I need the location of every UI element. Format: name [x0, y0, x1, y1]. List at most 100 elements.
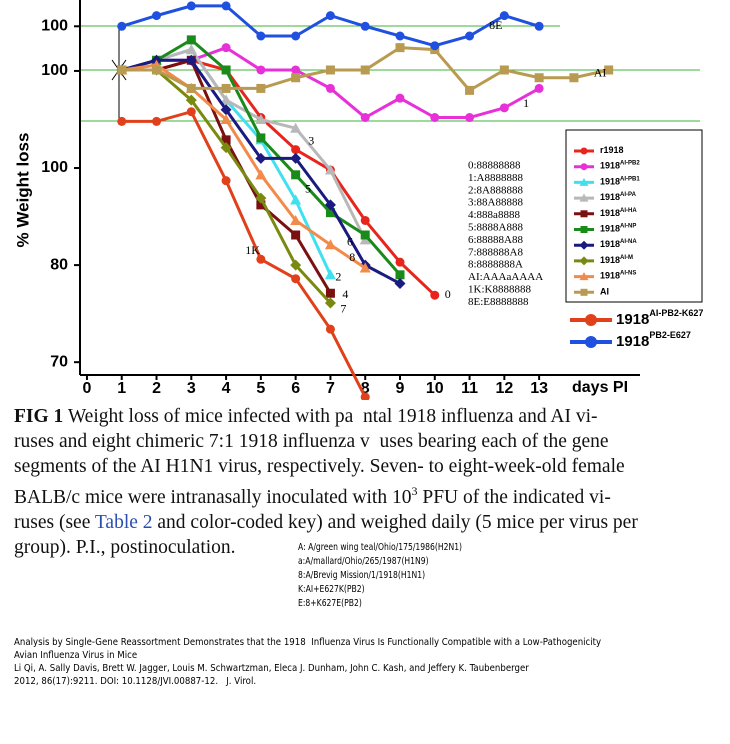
legend-name: 1918 — [600, 240, 620, 250]
point — [360, 65, 370, 75]
caption-line: ruses (see Table 2 and color-coded key) … — [14, 510, 714, 535]
legend-name: 1918 — [616, 311, 649, 328]
caption-text: group). P.I., postinoculation. — [14, 537, 236, 558]
point — [186, 107, 196, 117]
series-label: 2 — [335, 270, 341, 284]
code-label: 4:888a8888 — [468, 209, 520, 221]
legend-marker — [579, 193, 589, 202]
legend-marker — [585, 336, 597, 348]
legend-name: 1918 — [600, 224, 620, 234]
point — [499, 65, 509, 75]
point — [291, 230, 301, 240]
x-tick-label: 4 — [222, 380, 231, 397]
code-label: 5:8888A888 — [468, 222, 524, 234]
point — [534, 73, 544, 83]
legend-marker — [580, 210, 588, 218]
code-label: 7:888888A8 — [468, 246, 524, 258]
point — [220, 94, 232, 105]
legend-label: r1918 — [600, 145, 624, 155]
point — [152, 11, 162, 21]
y-tick-label: 70 — [50, 353, 68, 370]
point — [291, 73, 301, 83]
reference-line: Analysis by Single-Gene Reassortment Dem… — [14, 637, 602, 648]
point — [360, 21, 370, 31]
series-label: 1K — [245, 243, 260, 257]
point — [325, 83, 335, 93]
series-line — [121, 63, 367, 270]
legend-sup: AI-PB1 — [620, 176, 640, 182]
legend-sup: AI-NP — [620, 223, 636, 229]
x-tick-label: 7 — [326, 380, 335, 397]
point — [186, 83, 196, 93]
point — [256, 254, 266, 264]
code-label: 6:88888A88 — [468, 234, 524, 246]
legend-label: AI — [600, 287, 609, 297]
series-line — [121, 109, 367, 398]
caption-text: Weight loss of mice infected with pa nta… — [63, 406, 598, 427]
legend-marker — [580, 288, 588, 296]
point — [256, 65, 266, 75]
legend-marker — [579, 177, 589, 186]
series-label: AI — [594, 66, 607, 80]
x-tick-label: 10 — [426, 380, 444, 397]
caption-text: PFU of the indicated vi- — [417, 487, 611, 508]
point — [291, 274, 301, 284]
legend-sup: AI-PA — [620, 192, 637, 198]
point — [395, 270, 405, 280]
point — [290, 122, 302, 133]
point — [395, 43, 405, 53]
x-tick-label: 0 — [83, 380, 92, 397]
legend-sup: AI-NA — [620, 239, 637, 245]
legend-name: AI — [600, 287, 609, 297]
reference: Analysis by Single-Gene Reassortment Dem… — [14, 636, 601, 688]
y-tick-label: 100 — [41, 62, 68, 79]
point — [255, 192, 267, 204]
strain-note: A: A/green wing teal/Ohio/175/1986(H2N1) — [298, 542, 463, 553]
point — [325, 11, 335, 21]
caption-line: segments of the AI H1N1 virus, respectiv… — [14, 454, 714, 479]
legend-name: 1918 — [600, 255, 620, 265]
point — [395, 93, 405, 103]
point — [117, 21, 127, 31]
x-tick-label: 6 — [291, 380, 300, 397]
point — [534, 21, 544, 31]
x-tick-label: 11 — [461, 380, 478, 397]
legend-name: r1918 — [600, 145, 624, 155]
point — [152, 65, 162, 75]
point — [185, 54, 197, 66]
caption-line: group). P.I., postinoculation. — [14, 535, 714, 560]
point — [117, 116, 127, 126]
code-label: AI:AAAaAAAA — [468, 271, 543, 283]
point — [430, 290, 440, 300]
point — [324, 239, 336, 250]
legend-label: 1918AI-NP — [600, 223, 636, 234]
point — [325, 288, 335, 298]
series-label: 3 — [308, 134, 314, 148]
point — [291, 145, 301, 155]
caption-line: BALB/c mice were intranasally inoculated… — [14, 479, 714, 510]
reference-line: 2012, 86(17):9211. DOI: 10.1128/JVI.0088… — [14, 676, 257, 687]
point — [360, 215, 370, 225]
point — [324, 164, 336, 175]
caption-text: 3 — [411, 484, 418, 498]
legend-label: 1918AI-HA — [600, 207, 637, 218]
x-tick-label: 12 — [495, 380, 513, 397]
point — [465, 113, 475, 123]
x-tick-label: 2 — [152, 380, 161, 397]
caption-text: segments of the AI H1N1 virus, respectiv… — [14, 456, 625, 477]
strain-note: 8:A/Brevig Mission/1/1918(H1N1) — [298, 570, 426, 581]
caption-text: Table 2 — [94, 512, 153, 533]
caption-text: and color-coded key) and weighed daily (… — [152, 512, 638, 533]
x-tick-label: 9 — [396, 380, 405, 397]
legend-marker — [580, 226, 588, 233]
legend-label: 1918AI-PB2 — [600, 160, 640, 171]
strain-note: E:8+K627E(PB2) — [298, 598, 362, 609]
legend-sup: AI-NS — [620, 270, 636, 276]
strain-notes: A: A/green wing teal/Ohio/175/1986(H2N1)… — [298, 541, 462, 611]
point — [360, 113, 370, 123]
point — [290, 259, 302, 271]
point — [359, 262, 371, 273]
point — [185, 94, 197, 106]
legend-marker — [580, 147, 588, 155]
